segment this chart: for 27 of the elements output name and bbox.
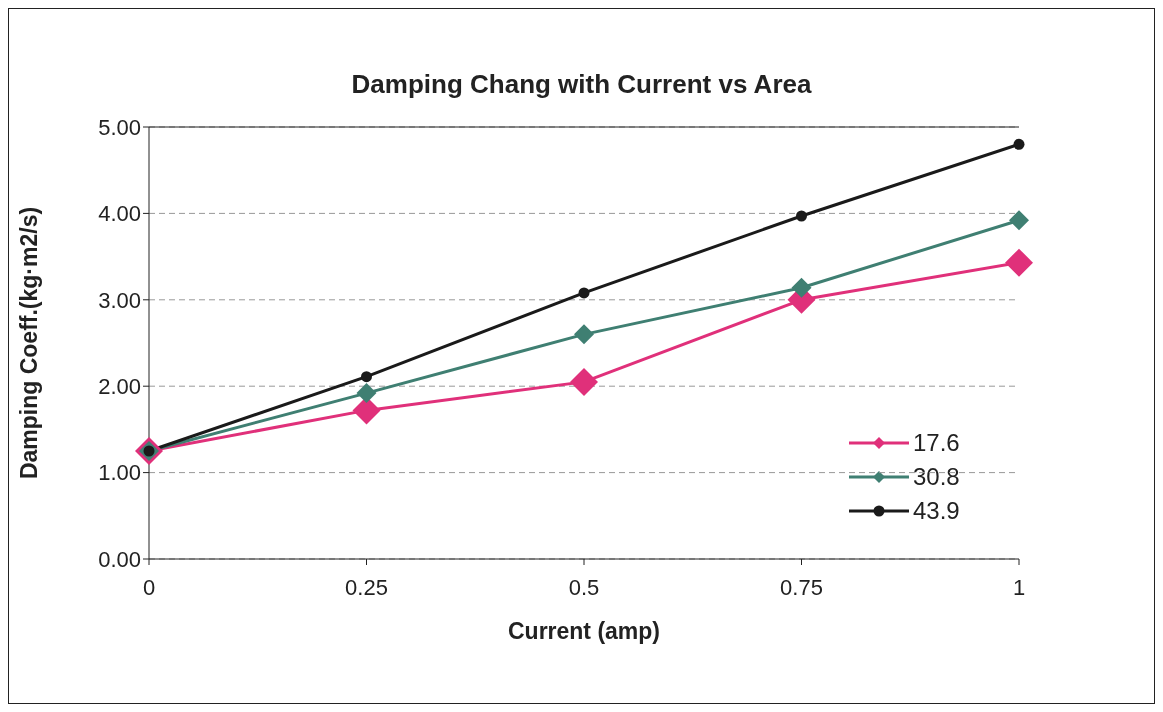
point	[570, 367, 598, 396]
point	[1009, 210, 1029, 231]
point	[1013, 138, 1025, 150]
point	[796, 210, 807, 222]
point	[791, 277, 812, 298]
chart-title: Damping Chang with Current vs Area	[350, 69, 813, 100]
point	[361, 371, 372, 383]
x-tick-label: 0.75	[780, 574, 823, 600]
x-tick-label: 0.25	[345, 574, 388, 600]
point	[574, 324, 594, 345]
y-tick-label: 1.00	[98, 460, 141, 486]
y-axis-title: Damping Coeff.(kg·m2/s)	[16, 206, 43, 480]
x-tick-label: 0.5	[568, 574, 600, 600]
point	[356, 383, 377, 404]
x-tick-label: 0	[142, 574, 156, 600]
x-axis-title: Current (amp)	[507, 618, 661, 644]
legend-label: 43.9	[913, 497, 960, 525]
x-tick-label: 1	[1012, 574, 1026, 600]
y-tick-label: 2.00	[98, 374, 141, 400]
point	[578, 287, 590, 299]
point	[1005, 248, 1033, 277]
y-tick-label: 5.00	[98, 114, 141, 140]
y-tick-label: 4.00	[98, 201, 141, 227]
y-tick-label: 3.00	[98, 287, 141, 313]
legend-label: 30.8	[913, 463, 960, 491]
y-tick-label: 0.00	[98, 546, 141, 572]
legend-label: 17.6	[913, 429, 960, 457]
